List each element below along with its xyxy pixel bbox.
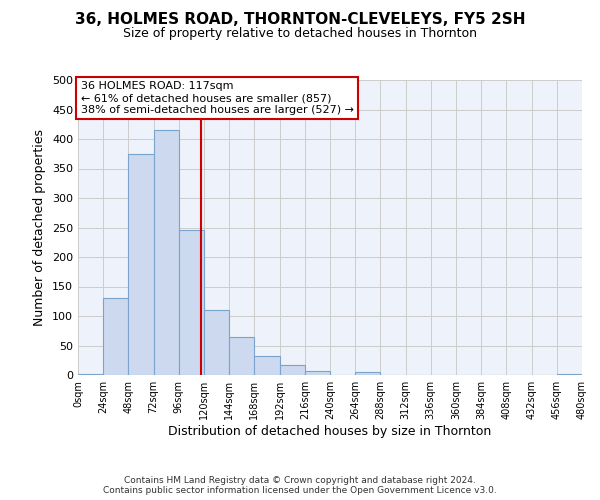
Bar [179,230,204,375]
Text: 36 HOLMES ROAD: 117sqm
← 61% of detached houses are smaller (857)
38% of semi-de: 36 HOLMES ROAD: 117sqm ← 61% of detached… [80,82,353,114]
Text: Contains HM Land Registry data © Crown copyright and database right 2024.
Contai: Contains HM Land Registry data © Crown c… [103,476,497,495]
Bar [128,154,154,375]
Bar [204,310,229,375]
X-axis label: Distribution of detached houses by size in Thornton: Distribution of detached houses by size … [169,424,491,438]
Text: Size of property relative to detached houses in Thornton: Size of property relative to detached ho… [123,28,477,40]
Y-axis label: Number of detached properties: Number of detached properties [34,129,46,326]
Bar [154,130,179,375]
Bar [280,365,305,375]
Bar [103,298,128,375]
Bar [229,336,254,375]
Bar [254,356,280,375]
Bar [305,372,330,375]
Bar [557,374,582,375]
Text: 36, HOLMES ROAD, THORNTON-CLEVELEYS, FY5 2SH: 36, HOLMES ROAD, THORNTON-CLEVELEYS, FY5… [75,12,525,28]
Bar [78,374,103,375]
Bar [355,372,380,375]
